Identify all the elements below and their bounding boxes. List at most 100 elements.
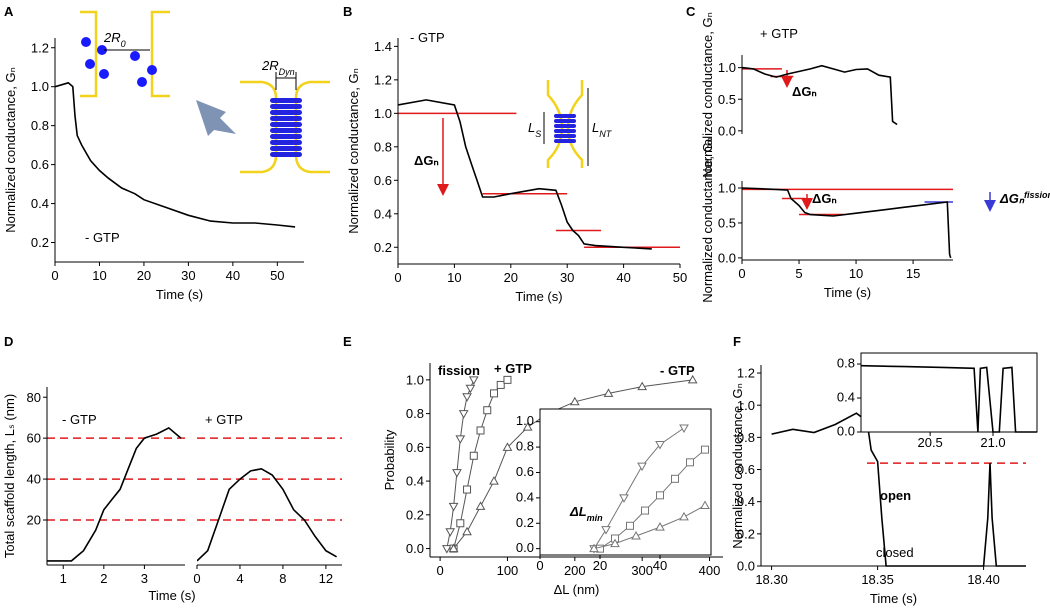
data-marker: [626, 521, 634, 530]
annotation: LS: [528, 120, 541, 139]
annotation-text: ΔGₙ: [999, 191, 1025, 206]
data-marker: [637, 381, 648, 391]
x-tick-label: 100: [497, 563, 519, 578]
x-tick-label: 3: [141, 571, 148, 586]
panel-label: C: [686, 4, 696, 19]
annotation-text: open: [880, 488, 911, 503]
annotation-text: + GTP: [205, 412, 243, 427]
annotation: ΔGₙ: [414, 153, 439, 168]
y-tick-label: 0.6: [374, 173, 392, 188]
data-marker: [452, 469, 462, 478]
annotation-sub: NT: [599, 129, 612, 139]
data-marker: [456, 519, 465, 528]
y-axis-label: Normalized conductance, Gₙ: [730, 383, 745, 549]
x-axis-label: Time (s): [515, 289, 562, 304]
x-tick-label: 10: [92, 268, 106, 283]
data-marker: [603, 388, 614, 397]
x-tick-label: 40: [616, 270, 630, 285]
y-tick-label: 0.8: [31, 118, 49, 133]
data-marker: [589, 543, 599, 553]
x-tick-label: 21.0: [980, 435, 1005, 450]
data-line: [398, 99, 652, 250]
schematic-lengths: [543, 88, 589, 166]
x-tick-label: 30: [181, 268, 195, 283]
x-tick-label: 40: [226, 268, 240, 283]
data-line: [742, 187, 952, 259]
y-tick-label: 0.6: [31, 157, 49, 172]
x-tick-label: 18.35: [861, 572, 894, 587]
data-marker: [475, 501, 486, 510]
annotation-text: 2R: [103, 30, 121, 45]
panel-label: D: [4, 334, 13, 349]
data-line: [593, 505, 706, 550]
y-tick-label: 0.2: [374, 240, 392, 255]
y-tick-label: 0.4: [737, 494, 755, 509]
annotation-text: closed: [876, 545, 914, 560]
data-marker: [637, 462, 647, 472]
y-tick-label: 1.4: [374, 39, 392, 54]
x-tick-label: 50: [673, 270, 687, 285]
annotation-text: + GTP: [760, 26, 798, 41]
annotation: ΔGₙ: [792, 84, 817, 99]
panel-label: B: [343, 4, 352, 19]
schematic-arrow: [196, 100, 236, 136]
x-tick-label: 40: [653, 558, 667, 573]
data-marker: [503, 375, 512, 384]
annotation-text: L: [528, 120, 535, 135]
y-tick-label: 0.8: [374, 139, 392, 154]
data-marker: [441, 545, 452, 554]
annotation: - GTP: [62, 412, 97, 427]
annotation-text: L: [592, 120, 599, 135]
data-marker: [455, 435, 466, 444]
x-tick-label: 4: [236, 571, 243, 586]
annotation-text: 2R: [261, 58, 279, 73]
annotation-sub: Dyn: [279, 67, 295, 77]
y-tick-label: 1.0: [737, 398, 755, 413]
data-marker: [569, 396, 580, 406]
schematic-dims: [104, 49, 297, 90]
y-tick-label: 0.4: [837, 390, 855, 405]
y-tick-label: 1.0: [516, 413, 534, 428]
y-tick-label: 0.0: [516, 540, 534, 555]
data-line: [197, 467, 337, 562]
data-marker: [469, 451, 478, 460]
data-line: [771, 412, 1026, 567]
y-tick-label: 0.2: [31, 235, 49, 250]
annotation: 2R0: [103, 30, 126, 49]
annotation: - GTP: [410, 30, 445, 45]
x-tick-label: 0: [51, 268, 58, 283]
x-axis-label: Time (s): [156, 287, 203, 302]
x-tick-label: 0: [436, 563, 443, 578]
x-tick-label: 15: [906, 266, 920, 281]
y-tick-label: 0.4: [516, 489, 534, 504]
annotation-text: - GTP: [62, 412, 97, 427]
y-tick-label: 0.8: [837, 356, 855, 371]
annotation: + GTP: [205, 412, 243, 427]
y-tick-label: 0.0: [737, 559, 755, 574]
x-tick-label: 20: [593, 558, 607, 573]
inset-frame: [860, 352, 1038, 433]
y-tick-label: 0.5: [718, 215, 736, 230]
data-marker: [686, 458, 694, 467]
data-marker: [610, 538, 620, 548]
annotation-sub: 0: [121, 39, 126, 49]
data-marker: [522, 422, 533, 431]
data-marker: [448, 543, 459, 553]
panel-label: F: [733, 334, 741, 349]
data-marker: [458, 410, 469, 419]
x-axis-label: Time (s): [824, 285, 871, 300]
y-axis-label: Normalized conductance, Gₙ: [346, 68, 361, 234]
x-tick-label: 12: [319, 571, 333, 586]
annotation: + GTP: [760, 26, 798, 41]
x-tick-label: 50: [270, 268, 284, 283]
data-marker: [700, 500, 710, 509]
annotation-sub: min: [587, 513, 604, 523]
annotation-sup: fission: [1024, 190, 1050, 200]
annotation-text: ΔGₙ: [792, 84, 817, 99]
data-marker: [489, 476, 499, 485]
y-axis-label: Probability: [382, 429, 397, 490]
annotation: open: [880, 488, 911, 503]
x-axis-label: Time (s): [148, 588, 195, 603]
y-tick-label: 0.0: [718, 250, 736, 265]
